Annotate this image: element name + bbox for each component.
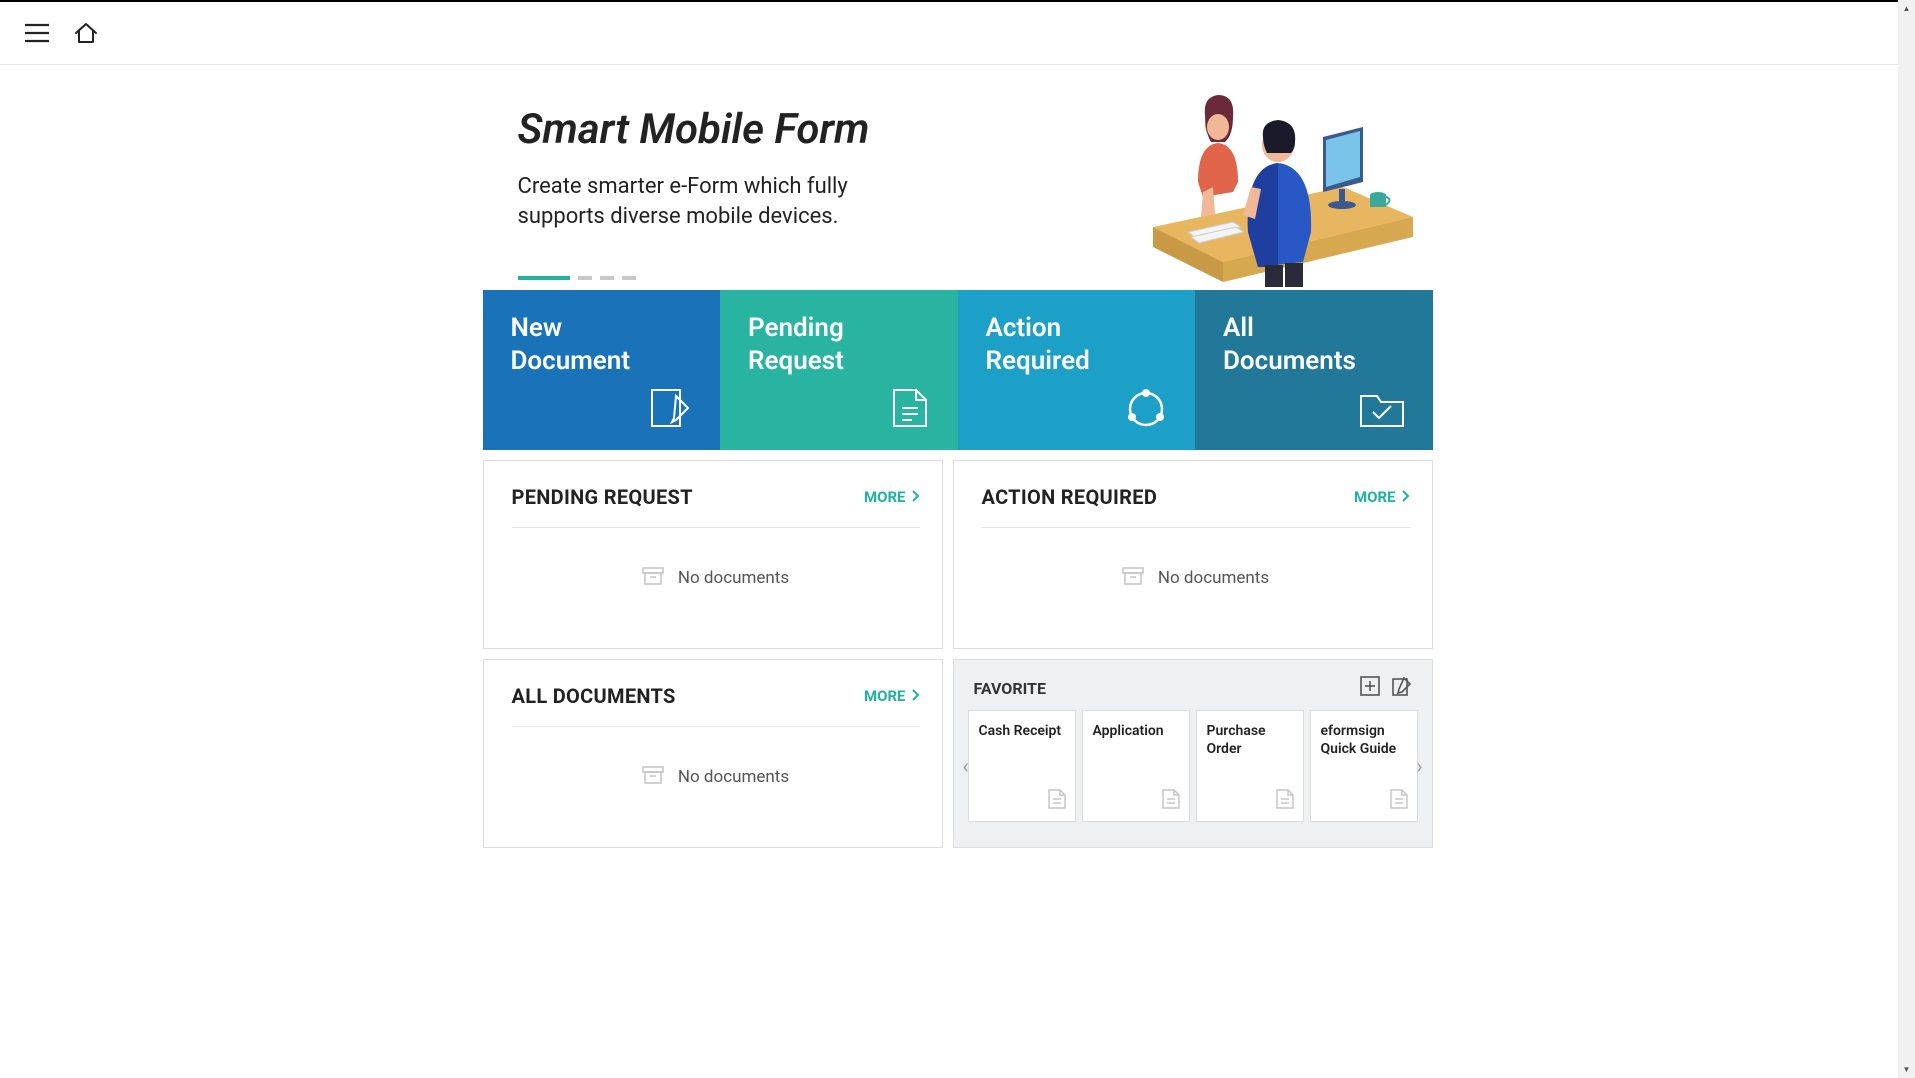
favorite-card[interactable]: eformsign Quick Guide xyxy=(1310,710,1418,822)
tile-pending-request[interactable]: Pending Request xyxy=(720,290,958,450)
favorite-card-label: eformsign Quick Guide xyxy=(1321,723,1397,757)
home-icon[interactable] xyxy=(74,22,98,44)
empty-state: No documents xyxy=(512,727,920,827)
tile-label: Pending xyxy=(748,313,844,343)
empty-text: No documents xyxy=(678,767,789,787)
favorite-title: FAVORITE xyxy=(974,679,1046,698)
main-content: Smart Mobile Form Create smarter e-Form … xyxy=(483,65,1433,848)
carousel-dot[interactable] xyxy=(578,276,592,280)
more-link[interactable]: MORE xyxy=(864,488,920,506)
favorite-card-label: Cash Receipt xyxy=(979,723,1062,739)
cycle-icon xyxy=(1125,388,1167,434)
document-icon xyxy=(1389,788,1409,816)
more-link[interactable]: MORE xyxy=(864,687,920,705)
panel-action-required: ACTION REQUIRED MORE No documents xyxy=(953,460,1433,649)
panel-favorite: FAVORITE ‹ Cash Receipt Applicat xyxy=(953,659,1433,848)
panel-all-documents: ALL DOCUMENTS MORE No documents xyxy=(483,659,943,848)
panel-title: ALL DOCUMENTS xyxy=(512,684,676,708)
hero-illustration xyxy=(1143,87,1423,291)
carousel-dot-active[interactable] xyxy=(518,276,570,280)
tile-all-documents[interactable]: All Documents xyxy=(1195,290,1433,450)
carousel-dot[interactable] xyxy=(622,276,636,280)
hamburger-icon[interactable] xyxy=(25,23,49,43)
empty-state: No documents xyxy=(512,528,920,628)
scroll-right-icon[interactable]: › xyxy=(1410,752,1430,780)
hero-subtitle: Create smarter e-Form which fully suppor… xyxy=(518,172,938,231)
panel-title: ACTION REQUIRED xyxy=(982,485,1158,509)
tile-label: Request xyxy=(748,346,844,376)
empty-state: No documents xyxy=(982,528,1410,628)
folder-check-icon xyxy=(1359,390,1405,434)
favorite-card-label: Purchase Order xyxy=(1207,723,1266,757)
tile-new-document[interactable]: New Document xyxy=(483,290,721,450)
topbar xyxy=(0,0,1915,65)
empty-text: No documents xyxy=(1158,568,1269,588)
panel-title: PENDING REQUEST xyxy=(512,485,693,509)
tile-label: Action xyxy=(986,313,1062,343)
scroll-up-icon[interactable]: ▲ xyxy=(1898,0,1915,17)
favorite-card[interactable]: Cash Receipt xyxy=(968,710,1076,822)
favorite-card[interactable]: Application xyxy=(1082,710,1190,822)
tile-label: Required xyxy=(986,346,1090,376)
carousel-dot[interactable] xyxy=(600,276,614,280)
chevron-right-icon xyxy=(912,687,920,705)
chevron-right-icon xyxy=(1402,488,1410,506)
more-link[interactable]: MORE xyxy=(1354,488,1410,506)
document-icon xyxy=(1275,788,1295,816)
favorite-card-label: Application xyxy=(1093,723,1164,739)
nav-tiles: New Document Pending Request Action Requ… xyxy=(483,290,1433,450)
document-pencil-icon xyxy=(648,386,692,434)
document-icon xyxy=(1161,788,1181,816)
scrollbar[interactable]: ▲ ▼ xyxy=(1898,0,1915,1078)
archive-icon xyxy=(1122,567,1144,590)
edit-icon[interactable] xyxy=(1392,676,1412,700)
hero-banner: Smart Mobile Form Create smarter e-Form … xyxy=(483,65,1433,290)
tile-label: Document xyxy=(511,346,631,376)
panel-pending-request: PENDING REQUEST MORE No documents xyxy=(483,460,943,649)
tile-label: All xyxy=(1223,313,1254,343)
scroll-down-icon[interactable]: ▼ xyxy=(1898,1061,1915,1078)
carousel-indicator[interactable] xyxy=(518,276,636,280)
archive-icon xyxy=(642,766,664,789)
panels-grid: PENDING REQUEST MORE No documents ACTION… xyxy=(483,460,1433,848)
document-icon xyxy=(1047,788,1067,816)
empty-text: No documents xyxy=(678,568,789,588)
favorite-row: ‹ Cash Receipt Application Purchase Orde… xyxy=(968,710,1418,822)
tile-label: New xyxy=(511,313,563,343)
archive-icon xyxy=(642,567,664,590)
favorite-card[interactable]: Purchase Order xyxy=(1196,710,1304,822)
chevron-right-icon xyxy=(912,488,920,506)
document-lines-icon xyxy=(890,386,930,434)
add-icon[interactable] xyxy=(1360,676,1380,700)
tile-label: Documents xyxy=(1223,346,1356,376)
tile-action-required[interactable]: Action Required xyxy=(958,290,1196,450)
